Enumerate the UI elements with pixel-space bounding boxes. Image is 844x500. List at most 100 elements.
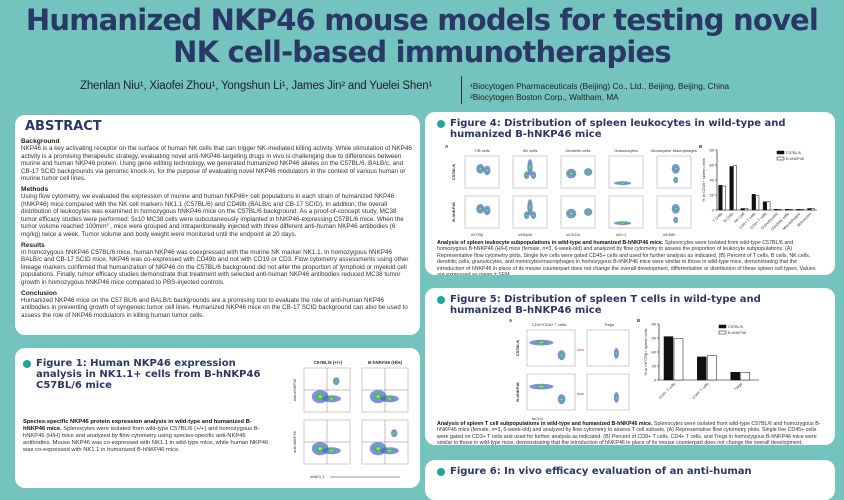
bar	[788, 209, 793, 211]
affiliation: ²Biocytogen Boston Corp., Waltham, MA	[470, 92, 619, 102]
cell-population-peak	[479, 167, 482, 170]
y-axis-label: anti-mNKP46	[293, 379, 297, 402]
bar	[785, 209, 789, 211]
cell-population-peak	[529, 205, 531, 209]
section-heading: Methods	[21, 185, 49, 193]
plot-title: NK cells	[523, 148, 538, 153]
panel-label: B	[699, 144, 703, 149]
figure-title-text: Figure 1: Human NKP46 expression analysi…	[36, 358, 261, 391]
flow-plot	[526, 329, 576, 367]
flow-plot	[586, 373, 630, 411]
cell-population-peak	[486, 169, 488, 172]
y-tick-label: 0	[654, 378, 657, 383]
plot-title: Tregs	[604, 322, 614, 327]
figure-title-text: Figure 4: Distribution of spleen leukocy…	[450, 118, 786, 140]
legend-label: C57BL/6	[786, 151, 801, 155]
bar	[740, 372, 750, 381]
cell-population-peak	[570, 212, 573, 215]
y-tick-label: 80	[710, 148, 715, 153]
plot-title: T/B cells	[474, 148, 489, 153]
cell-population-peak	[674, 167, 677, 170]
legend-label: B-hNKP46	[786, 157, 804, 161]
cell-population-peak	[526, 174, 528, 176]
plot-title: Granulocytes	[614, 148, 638, 153]
bar	[697, 356, 707, 381]
y-tick-label: 80	[652, 322, 657, 327]
bar	[663, 336, 674, 381]
title-line-2: NK cell-based immunotherapies	[173, 35, 672, 69]
x-axis-label: mTCRβ	[471, 233, 483, 237]
bar	[718, 185, 723, 211]
figure4-plots: A B T/B cells mTCRβ NK cells mNKp46 Dendritic …	[445, 144, 817, 237]
bar	[773, 209, 778, 211]
figure5-panel: Figure 5: Distribution of spleen T cells…	[425, 288, 835, 445]
section-heading: Conclusion	[21, 289, 57, 297]
cell-population-peak	[387, 450, 392, 452]
cell-population-peak	[539, 386, 544, 388]
bar	[722, 185, 726, 211]
y-tick-label: 60	[652, 336, 657, 341]
x-tick-label: B Cells	[723, 212, 734, 223]
y-tick-label: 40	[710, 178, 715, 183]
bar	[707, 355, 717, 381]
cell-population-peak	[479, 207, 482, 210]
y-axis-label: anti-hNKP46	[293, 431, 297, 453]
bar	[733, 165, 737, 211]
x-tick-label: CD4+ T cells	[658, 382, 676, 400]
panel-label: B	[637, 318, 641, 323]
title-line-1: Humanized NKP46 mouse models for testing…	[25, 3, 819, 37]
cell-population-peak	[620, 182, 625, 184]
figure-title-text: Figure 5: Distribution of spleen T cells…	[450, 294, 761, 316]
caption-text: Splenocytes were isolated from wild-type…	[437, 421, 821, 445]
caption-bold: Analysis of spleen leukocyte subpopulati…	[437, 240, 664, 246]
y-tick-label: 0	[712, 208, 715, 213]
cell-population-peak	[615, 396, 617, 399]
y-tick-label: 60	[710, 163, 715, 168]
figure-title-text: Figure 6: In vivo efficacy evaluation of…	[450, 466, 752, 477]
cell-population-peak	[329, 398, 334, 400]
plot-title: Monocytes/ Macrophages	[651, 148, 697, 153]
figure5-caption: Analysis of spleen T cell subpopulations…	[437, 421, 823, 445]
plot-title: Dendritic cells	[566, 148, 591, 153]
y-tick-label: 20	[652, 364, 657, 369]
cell-population-peak	[335, 380, 337, 382]
y-axis-label: % in CD45+ spleen cells	[701, 158, 706, 201]
bullet-icon	[437, 296, 445, 304]
caption-text: Splenocytes were isolated from wild-type…	[437, 240, 816, 275]
cell-population-peak	[560, 354, 563, 357]
bar	[751, 194, 756, 211]
legend-swatch	[718, 324, 727, 329]
figure5-plots: A B CD4+/CD8+ T cells Tregs C57BL/6 B-hNKP46 m…	[509, 318, 759, 421]
figure1-panel: Figure 1: Human NKP46 expression analysi…	[15, 348, 420, 488]
y-tick-label: 40	[652, 350, 657, 355]
bar	[777, 209, 782, 211]
caption-text: Splenocytes were isolated from wild-type…	[23, 426, 269, 453]
x-axis-label: mCD11b	[566, 233, 580, 237]
bar	[755, 195, 760, 211]
affiliation: ¹Biocytogen Pharmaceuticals (Beijing) Co…	[470, 81, 730, 91]
row-label: C57BL/6	[451, 163, 456, 180]
bullet-icon	[23, 360, 31, 368]
bar	[730, 372, 740, 381]
plot-title: CD4+/CD8+ T cells	[532, 322, 566, 327]
abstract-panel: ABSTRACT Background NKP46 is a key activa…	[15, 115, 420, 335]
section-text: In homozygous hNKP46 C57BL/6 mice, human…	[21, 248, 409, 286]
x-tick-label: T Cells	[712, 212, 723, 223]
cell-population-peak	[615, 352, 617, 355]
section-text: NKP46 is a key activating receptor on th…	[21, 145, 412, 183]
y-tick-label: 20	[710, 193, 715, 198]
legend-swatch	[776, 156, 785, 161]
cell-population-peak	[675, 219, 677, 221]
bullet-icon	[437, 468, 445, 476]
bar	[766, 201, 771, 211]
y-axis-label: % in mTCRβ+ spleen cells	[643, 328, 648, 375]
row-label: C57BL/6	[515, 339, 520, 356]
flow-plot	[526, 373, 576, 411]
figure6-panel: Figure 6: In vivo efficacy evaluation of…	[425, 460, 835, 500]
affiliations: ¹Biocytogen Pharmaceuticals (Beijing) Co…	[470, 81, 729, 103]
cell-population-peak	[539, 342, 544, 344]
legend-label: B-hNKP46	[728, 331, 746, 335]
flow-plot	[586, 329, 630, 367]
figure4-title: Figure 4: Distribution of spleen leukocy…	[437, 118, 823, 140]
legend-label: C57BL/6	[728, 325, 743, 329]
